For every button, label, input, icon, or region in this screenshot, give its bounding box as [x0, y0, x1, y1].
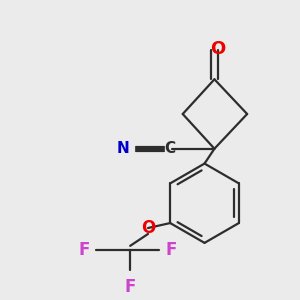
Text: F: F	[166, 241, 177, 259]
Text: O: O	[210, 40, 225, 58]
Text: N: N	[116, 141, 129, 156]
Text: O: O	[141, 219, 155, 237]
Text: C: C	[164, 141, 175, 156]
Text: F: F	[124, 278, 136, 296]
Text: F: F	[78, 241, 89, 259]
